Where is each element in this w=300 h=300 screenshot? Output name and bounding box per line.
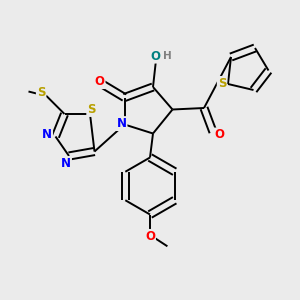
- Text: O: O: [145, 230, 155, 243]
- Text: S: S: [218, 77, 226, 90]
- Text: S: S: [87, 103, 96, 116]
- Text: O: O: [150, 50, 161, 63]
- Text: H: H: [163, 51, 172, 61]
- Text: N: N: [61, 157, 71, 170]
- Text: S: S: [37, 86, 45, 100]
- Text: O: O: [214, 128, 224, 142]
- Text: O: O: [94, 75, 105, 88]
- Text: N: N: [116, 117, 127, 130]
- Text: N: N: [42, 128, 52, 142]
